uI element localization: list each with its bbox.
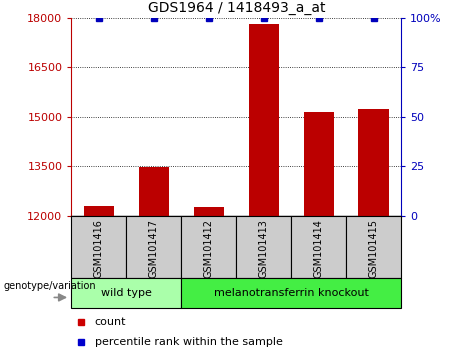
- Bar: [181, 216, 236, 278]
- Text: GSM101413: GSM101413: [259, 219, 269, 278]
- Text: percentile rank within the sample: percentile rank within the sample: [95, 337, 283, 348]
- Title: GDS1964 / 1418493_a_at: GDS1964 / 1418493_a_at: [148, 1, 325, 15]
- Bar: [71, 216, 126, 278]
- Text: count: count: [95, 317, 126, 327]
- Bar: [303, 112, 334, 216]
- Bar: [71, 278, 181, 308]
- Bar: [84, 206, 114, 216]
- Text: wild type: wild type: [101, 288, 152, 298]
- Bar: [194, 207, 224, 216]
- Text: GSM101412: GSM101412: [204, 219, 214, 278]
- Text: genotype/variation: genotype/variation: [4, 281, 96, 291]
- Bar: [236, 216, 291, 278]
- Text: melanotransferrin knockout: melanotransferrin knockout: [214, 288, 369, 298]
- Bar: [359, 109, 389, 216]
- Text: GSM101416: GSM101416: [94, 219, 104, 278]
- Bar: [126, 216, 181, 278]
- Text: GSM101414: GSM101414: [313, 219, 324, 278]
- Text: GSM101417: GSM101417: [149, 219, 159, 278]
- Bar: [291, 216, 346, 278]
- Bar: [346, 216, 401, 278]
- Bar: [248, 24, 279, 216]
- Bar: [139, 167, 169, 216]
- Bar: [181, 278, 401, 308]
- Text: GSM101415: GSM101415: [369, 219, 378, 278]
